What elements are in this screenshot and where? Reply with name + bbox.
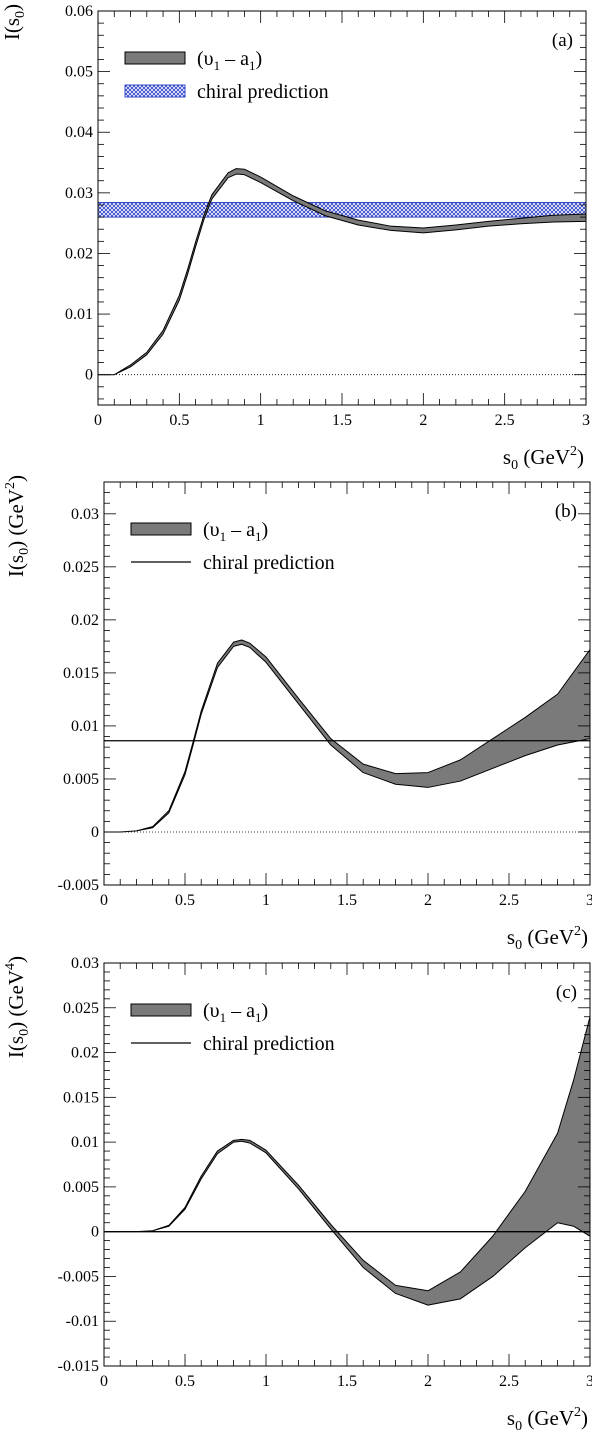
plot-frame [103,962,591,1367]
y-tick-label: 0.05 [65,64,93,81]
y-tick-label: 0.01 [71,718,99,735]
legend-label: chiral prediction [203,552,335,574]
x-tick-label: 3 [586,892,592,909]
x-tick-label: 0 [100,1373,108,1390]
plot-area [104,639,590,833]
y-tick-label: 0.02 [71,612,99,629]
x-axis-label: s0 (GeV2) [507,1405,588,1433]
legend-band-swatch [130,1003,192,1017]
legend: (υ1 – a1) chiral prediction [130,519,335,574]
x-tick-label: 2 [424,892,432,909]
y-axis-label: I(s0) [0,4,28,40]
legend-label: chiral prediction [203,1033,335,1055]
y-tick-label: 0.04 [65,124,93,141]
y-tick-label: 0.005 [63,1179,99,1196]
y-tick-label: 0.01 [71,1134,99,1151]
x-tick-label: 1.5 [337,1373,357,1390]
x-tick-label: 1 [262,892,270,909]
y-tick-label: -0.01 [66,1313,99,1330]
x-tick-label: 0.5 [175,1373,195,1390]
x-tick-label: 1 [262,1373,270,1390]
y-axis-label: I(s0) (GeV4) [3,956,32,1058]
y-tick-label: 0.025 [63,559,99,576]
legend-band-swatch [130,522,192,536]
y-tick-label: 0.005 [63,771,99,788]
v1-minus-a1-band [104,639,590,833]
x-tick-label: 2.5 [499,1373,519,1390]
x-tick-label: 2 [424,1373,432,1390]
y-tick-label: 0 [85,367,93,384]
legend-label: (υ1 – a1) [203,1000,268,1025]
x-tick-label: 0 [100,892,108,909]
y-tick-label: 0.02 [65,245,93,262]
x-tick-label: 1.5 [337,892,357,909]
x-tick-label: 3 [582,412,590,429]
panel-c: 0 0.5 1 1.5 2 2.5 3 -0.015 -0.01 -0.005 0 0.005 0.01… [3,955,592,1433]
x-tick-label: 2.5 [495,412,515,429]
v1-minus-a1-band [104,1016,590,1306]
x-tick-label: 0 [94,412,102,429]
y-tick-label: 0.06 [65,3,93,20]
plot-area [98,168,586,376]
plot-area [104,1016,590,1306]
x-tick-label: 0.5 [175,892,195,909]
legend-label: chiral prediction [197,81,329,103]
panel-a: 0 0.5 1 1.5 2 2.5 3 0 0.01 0.02 0.03 0.04 0.05 0.06 (a… [0,3,590,473]
y-axis-label: I(s0) (GeV2) [3,475,32,577]
y-tick-label: 0.03 [71,506,99,523]
y-tick-label: 0.03 [71,955,99,972]
x-tick-label: 0.5 [169,412,189,429]
y-tick-label: 0 [91,824,99,841]
x-tick-label: 1 [257,412,265,429]
plot-frame [103,481,591,886]
panel-label: (a) [552,30,573,51]
legend: (υ1 – a1) chiral prediction [130,1000,335,1055]
x-tick-label: 2 [419,412,427,429]
y-tick-label: -0.005 [58,1268,99,1285]
y-tick-label: 0.03 [65,185,93,202]
y-tick-label: -0.015 [58,1358,99,1375]
x-axis-label: s0 (GeV2) [503,444,584,473]
legend-label: (υ1 – a1) [203,519,268,544]
legend: (υ1 – a1) chiral prediction [124,48,329,103]
y-tick-label: 0.01 [65,306,93,323]
panel-label: (b) [555,501,577,522]
legend-label: (υ1 – a1) [197,48,262,73]
y-tick-label: 0.025 [63,1000,99,1017]
legend-band-swatch [124,51,186,65]
panel-label: (c) [556,982,577,1003]
y-tick-label: 0.02 [71,1045,99,1062]
x-tick-label: 1.5 [332,412,352,429]
y-tick-label: 0.015 [63,1089,99,1106]
panel-b: 0 0.5 1 1.5 2 2.5 3-0.00500.0050.010.0150.020.… [3,475,592,953]
x-axis-label: s0 (GeV2) [507,924,588,953]
legend-hatch-swatch [124,84,186,98]
chiral-prediction-band [98,202,586,218]
y-tick-label: 0.015 [63,665,99,682]
y-tick-label: -0.005 [58,877,99,894]
v1-minus-a1-band [98,168,586,376]
x-tick-label: 3 [586,1373,592,1390]
y-tick-label: 0 [91,1224,99,1241]
x-tick-label: 2.5 [499,892,519,909]
